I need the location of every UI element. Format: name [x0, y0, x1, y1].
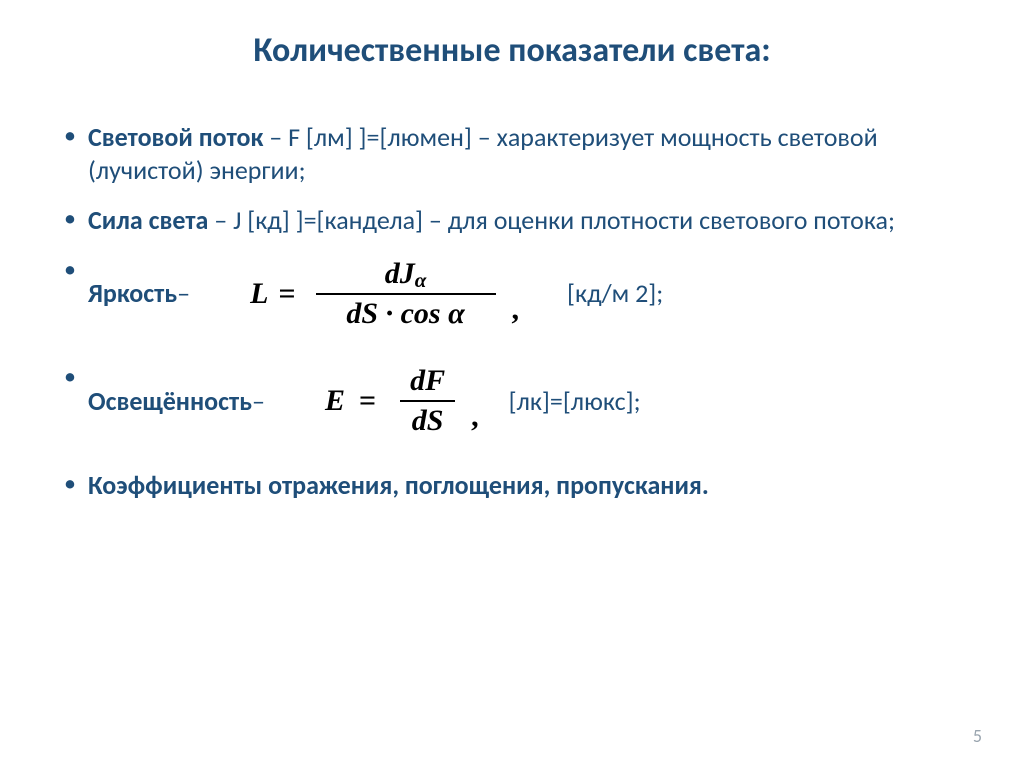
item-coeff: Коэффициенты отражения, поглощения, проп…	[60, 469, 974, 502]
page-number: 5	[973, 725, 982, 747]
brightness-unit: [кд/м 2];	[567, 277, 663, 310]
rest-intensity: – J [кд] ]=[кандела] – для оценки плотно…	[208, 204, 895, 236]
item-brightness: Яркость – L = dJα dS · cos α , [кд/м 2];	[60, 255, 974, 333]
dash-illuminance: –	[252, 385, 265, 418]
term-flux: Световой поток	[88, 121, 263, 153]
item-intensity: Сила света – J [кд] ]=[кандела] – для оц…	[60, 204, 974, 237]
brightness-fraction: dJα dS · cos α	[316, 255, 496, 333]
illuminance-comma: ,	[471, 398, 479, 440]
brightness-formula: L = dJα dS · cos α ,	[250, 255, 519, 333]
bullet-list: Световой поток – F [лм] ]=[люмен] – хара…	[50, 121, 974, 502]
illuminance-fraction: dF dS	[400, 362, 455, 439]
slide: Количественные показатели света: Светово…	[0, 0, 1024, 767]
illuminance-den: dS	[402, 402, 454, 440]
illuminance-formula: E = dF dS ,	[325, 362, 479, 439]
brightness-num: dJα	[316, 255, 496, 295]
dash-brightness: –	[177, 277, 190, 310]
term-brightness: Яркость	[88, 277, 177, 310]
illuminance-unit: [лк]=[люкс];	[509, 385, 641, 418]
illuminance-lhs: E	[325, 382, 345, 420]
brightness-den: dS · cos α	[336, 295, 474, 333]
slide-title: Количественные показатели света:	[50, 30, 974, 71]
item-flux: Световой поток – F [лм] ]=[люмен] – хара…	[60, 121, 974, 186]
illuminance-row: Освещённость – E = dF dS , [лк]=[люкс];	[88, 362, 974, 439]
item-illuminance: Освещённость – E = dF dS , [лк]=[люкс];	[60, 362, 974, 439]
illuminance-num: dF	[400, 362, 455, 402]
brightness-comma: ,	[512, 291, 520, 333]
coeff-text: Коэффициенты отражения, поглощения, проп…	[88, 469, 709, 501]
term-illuminance: Освещённость	[88, 385, 252, 418]
brightness-row: Яркость – L = dJα dS · cos α , [кд/м 2];	[88, 255, 974, 333]
brightness-lhs: L	[250, 275, 268, 313]
term-intensity: Сила света	[88, 204, 208, 236]
brightness-num-main: dJ	[385, 257, 415, 290]
brightness-num-sub: α	[415, 268, 427, 292]
brightness-eq: =	[278, 275, 295, 313]
illuminance-eq: =	[359, 382, 376, 420]
